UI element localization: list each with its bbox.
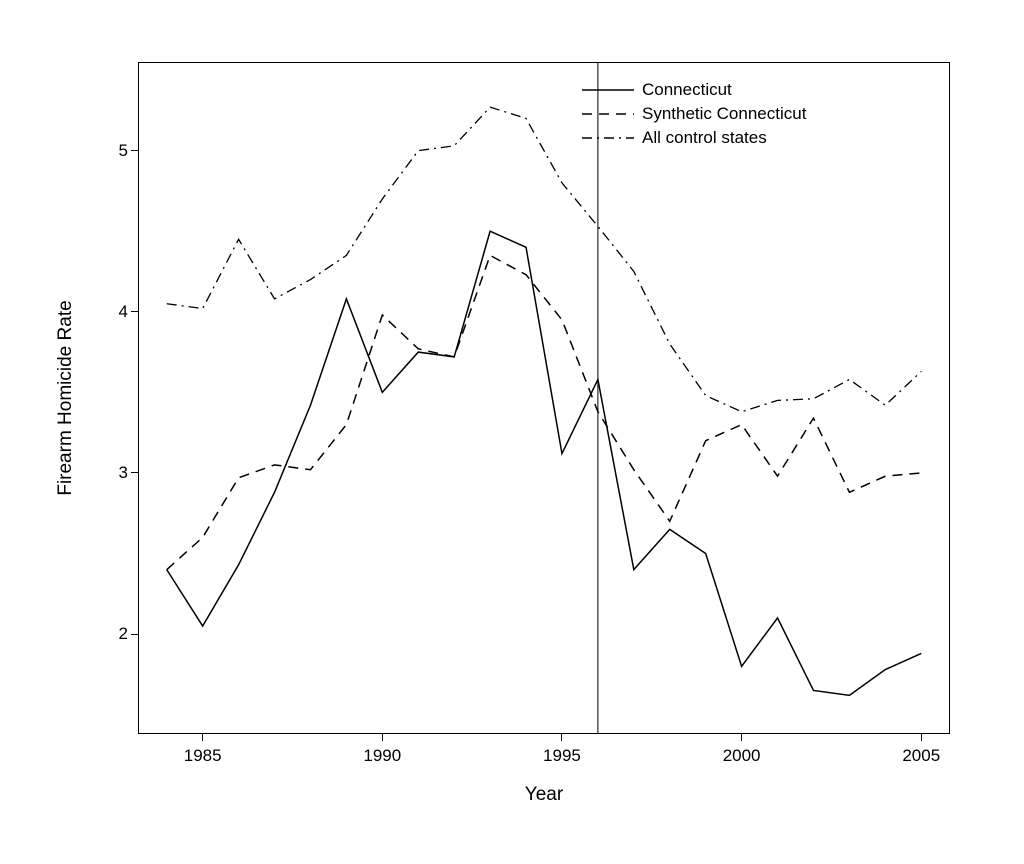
y-tick-label: 3 [108, 463, 128, 483]
legend-label: Synthetic Connecticut [636, 104, 806, 124]
x-tick [741, 734, 742, 741]
x-axis-label: Year [525, 784, 563, 806]
legend-row: Synthetic Connecticut [580, 102, 806, 126]
x-tick-label: 1995 [543, 746, 581, 766]
x-tick-label: 1990 [363, 746, 401, 766]
y-tick-label: 5 [108, 141, 128, 161]
series-synthetic [167, 255, 922, 569]
legend-swatch [580, 126, 636, 150]
legend-label: All control states [636, 128, 767, 148]
x-tick [561, 734, 562, 741]
y-axis-label: Firearm Homicide Rate [55, 300, 77, 495]
x-tick-label: 2005 [902, 746, 940, 766]
y-tick [131, 634, 138, 635]
legend-row: Connecticut [580, 78, 806, 102]
y-tick-label: 2 [108, 624, 128, 644]
legend-row: All control states [580, 126, 806, 150]
y-tick [131, 150, 138, 151]
legend-label: Connecticut [636, 80, 732, 100]
x-tick [382, 734, 383, 741]
y-tick [131, 472, 138, 473]
x-tick-label: 2000 [723, 746, 761, 766]
legend: Connecticut Synthetic Connecticut All cont… [580, 78, 806, 150]
series-connecticut [167, 231, 922, 695]
x-tick-label: 1985 [184, 746, 222, 766]
chart-figure: 1985 1990 1995 2000 2005 2 3 4 5 Year Firearm Ho… [0, 0, 1024, 864]
x-tick [202, 734, 203, 741]
plot-svg [0, 0, 1024, 864]
series-controls [167, 107, 922, 412]
y-tick [131, 311, 138, 312]
legend-swatch [580, 102, 636, 126]
x-tick [921, 734, 922, 741]
legend-swatch [580, 78, 636, 102]
y-tick-label: 4 [108, 302, 128, 322]
